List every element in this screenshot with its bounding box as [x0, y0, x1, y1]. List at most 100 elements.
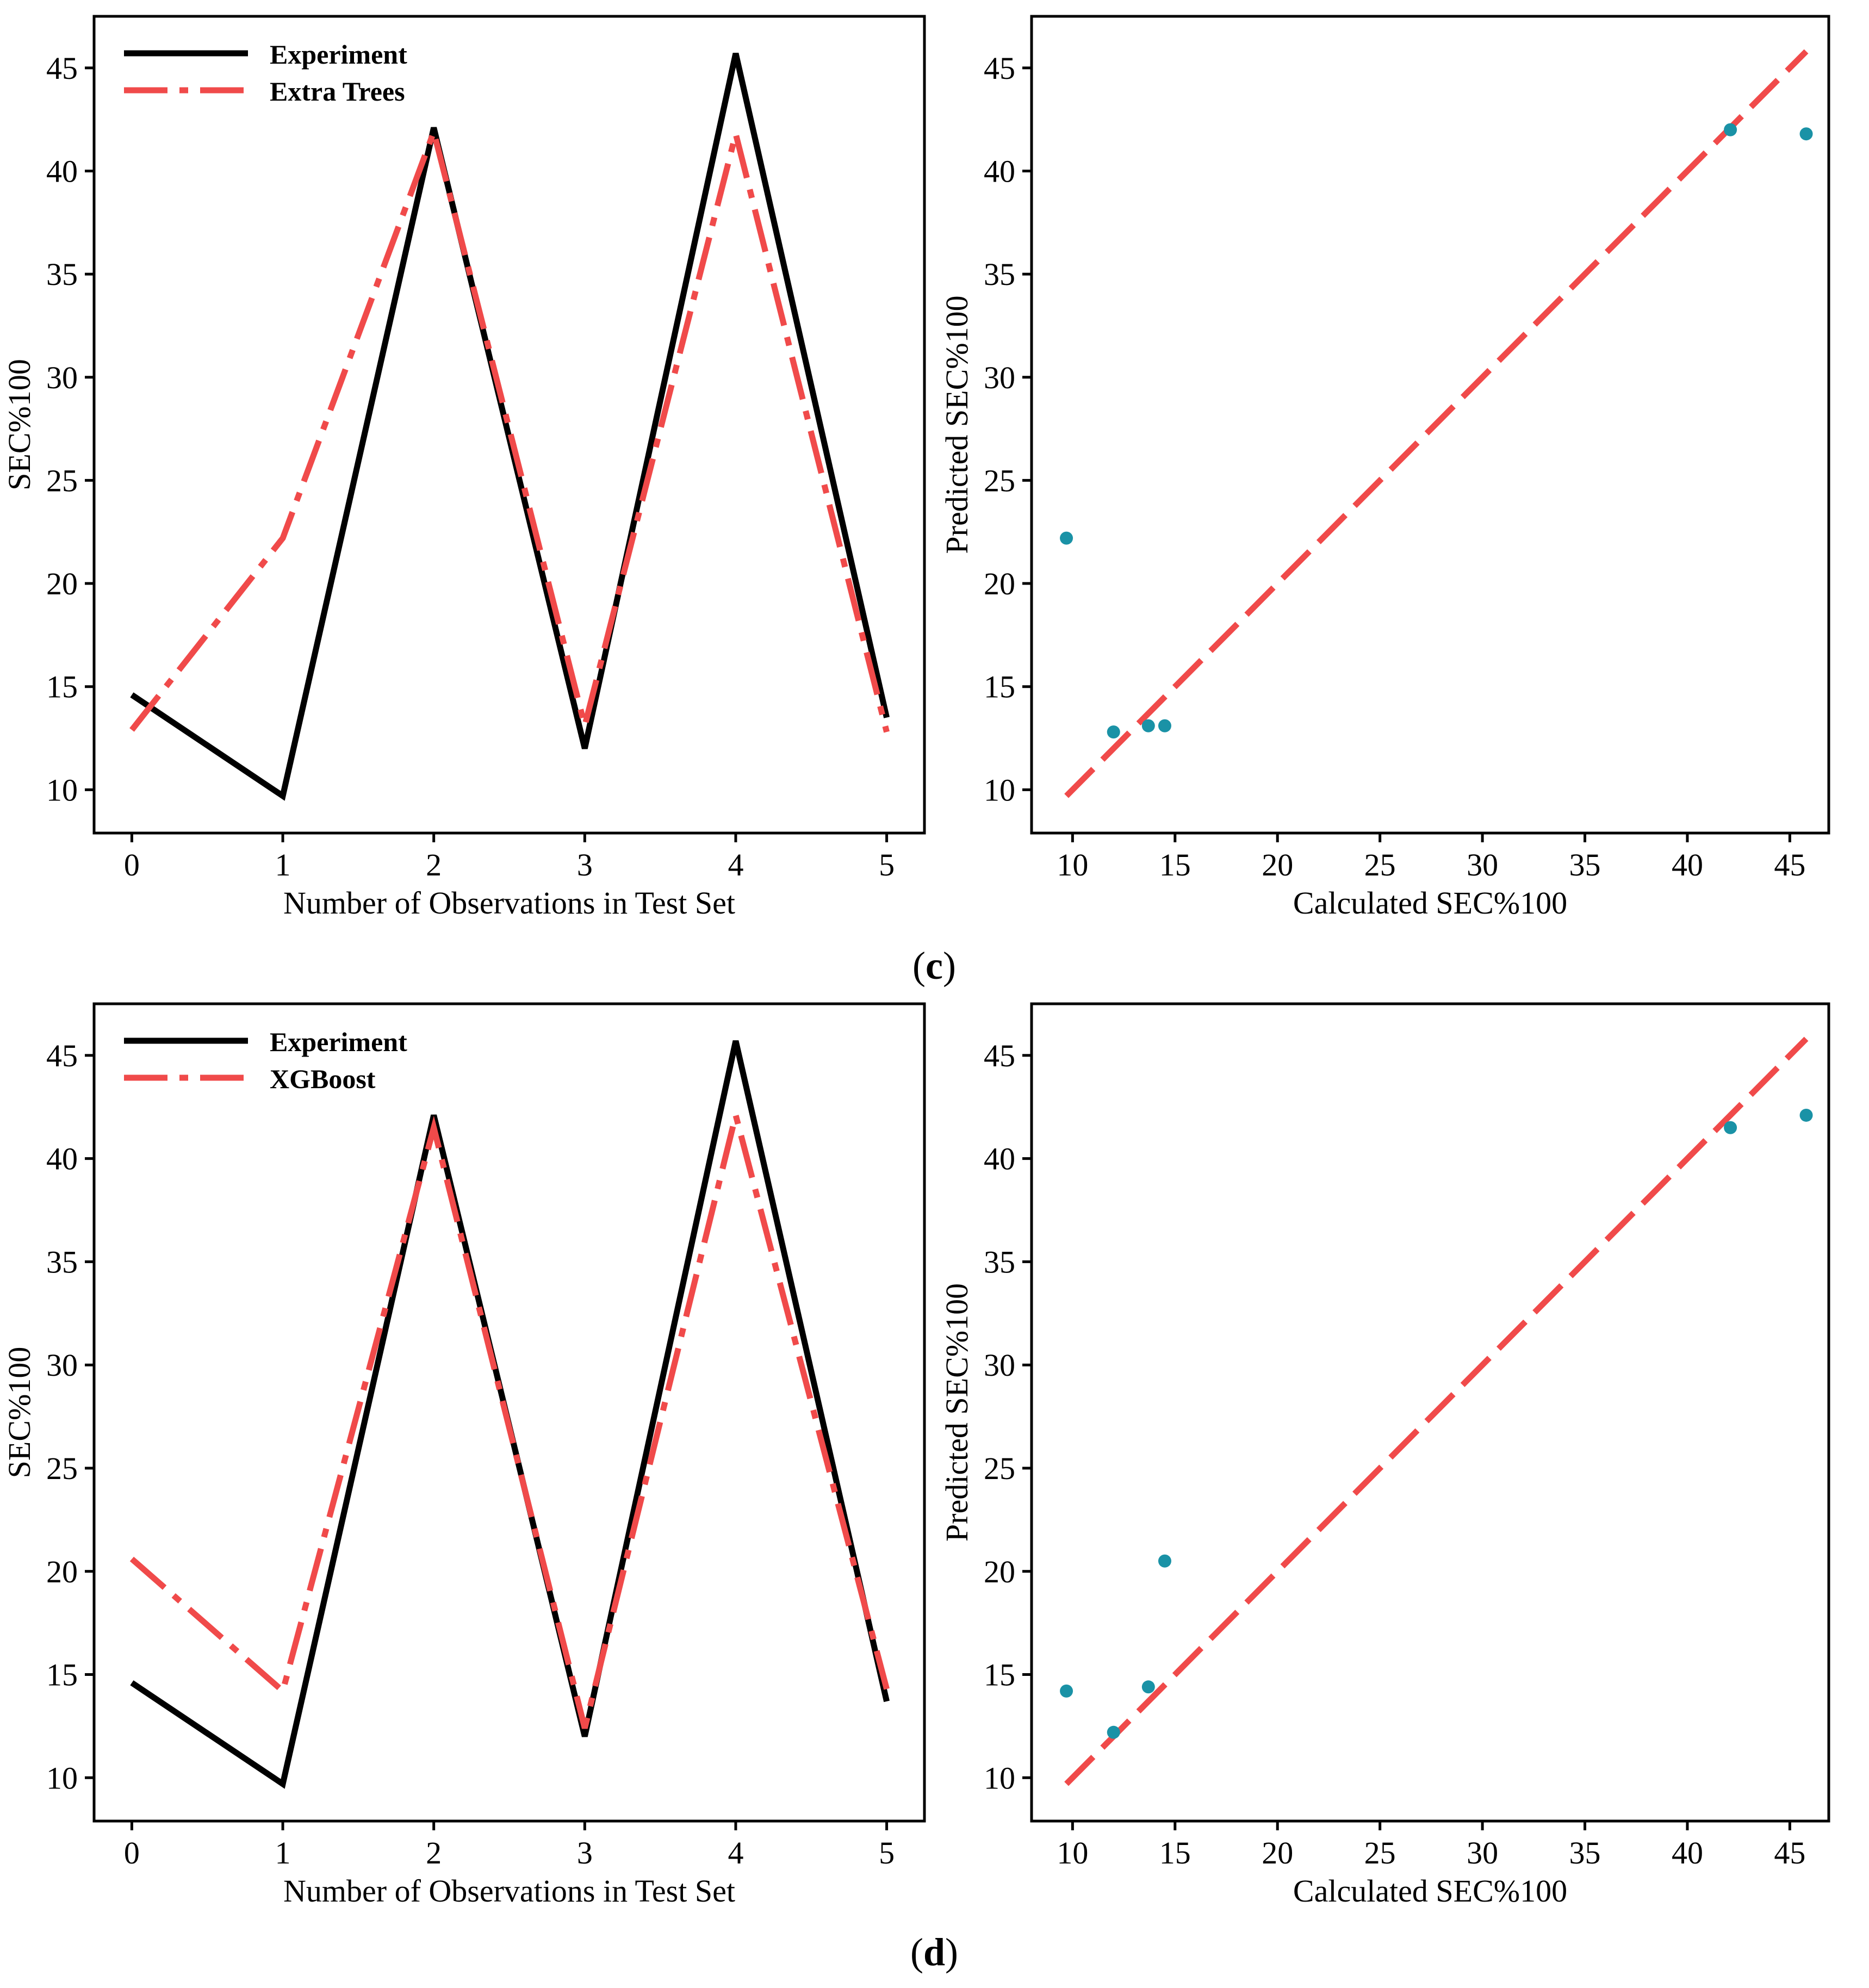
- x-tick-label: 5: [879, 1835, 895, 1871]
- series-line-xgboost: [129, 1114, 890, 1729]
- scatter-point: [1158, 719, 1171, 732]
- y-tick-label: 10: [984, 1760, 1015, 1796]
- series-line-extra-trees: [129, 121, 890, 733]
- scatter-point: [1060, 1684, 1073, 1698]
- x-tick-label: 2: [426, 847, 442, 883]
- legend-0: Experiment Extra Trees: [124, 39, 407, 107]
- x-tick-label: 0: [124, 847, 140, 883]
- x-tick-label: 35: [1569, 1835, 1601, 1871]
- x-tick-label: 40: [1672, 1835, 1703, 1871]
- x-tick-label: 35: [1569, 847, 1601, 883]
- axes-1: 10 15 20 25 30 35 40 45 10 15 20 25 30 35 40 45 Calculat…: [939, 15, 1830, 921]
- y-tick-label: 30: [984, 360, 1015, 395]
- y-tick-label: 10: [46, 772, 78, 807]
- x-tick-label: 40: [1672, 847, 1703, 883]
- y-tick-label: 25: [46, 1451, 78, 1486]
- y-tick-label: 40: [984, 1141, 1015, 1177]
- y-tick-label: 35: [46, 1244, 78, 1279]
- panel-label-open: (: [910, 1930, 923, 1974]
- x-tick-label: 3: [577, 1835, 593, 1871]
- panel-label: (c): [912, 944, 956, 987]
- x-tick-label: 10: [1057, 847, 1088, 883]
- x-tick-label: 30: [1467, 847, 1498, 883]
- series-line-experiment: [130, 53, 890, 801]
- y-tick-label: 25: [46, 463, 78, 498]
- x-tick-label: 10: [1057, 1835, 1088, 1871]
- legend-label: Experiment: [270, 39, 407, 70]
- x-tick-label: 3: [577, 847, 593, 883]
- y-tick-label: 35: [984, 257, 1015, 292]
- legend-label: Extra Trees: [270, 76, 405, 107]
- x-tick-label: 20: [1262, 847, 1293, 883]
- y-tick-label: 35: [46, 257, 78, 292]
- plot-frame: [92, 15, 926, 835]
- x-axis-label: Calculated SEC%100: [1293, 885, 1567, 921]
- y-tick-label: 30: [46, 360, 78, 395]
- scatter-point: [1107, 725, 1120, 739]
- identity-line: [1064, 49, 1809, 798]
- x-tick-label: 20: [1262, 1835, 1293, 1871]
- y-tick-label: 10: [46, 1760, 78, 1796]
- panel-label-close: ): [945, 1930, 958, 1974]
- x-tick-label: 4: [728, 1835, 743, 1871]
- axes-3: 10 15 20 25 30 35 40 45 10 15 20 25 30 35 40 45 Calculat…: [939, 1002, 1830, 1909]
- panel-label-close: ): [943, 944, 956, 987]
- legend-2: Experiment XGBoost: [124, 1027, 407, 1094]
- y-tick-label: 35: [984, 1244, 1015, 1279]
- scatter-point: [1158, 1554, 1171, 1568]
- y-tick-label: 30: [984, 1347, 1015, 1383]
- scatter-point: [1107, 1725, 1120, 1739]
- x-tick-label: 15: [1159, 1835, 1191, 1871]
- x-tick-label: 2: [426, 1835, 442, 1871]
- scatter-point: [1141, 719, 1155, 732]
- x-tick-label: 5: [879, 847, 895, 883]
- y-axis-label: Predicted SEC%100: [939, 1283, 974, 1542]
- y-tick-label: 25: [984, 463, 1015, 498]
- y-tick-label: 45: [46, 51, 78, 86]
- y-tick-label: 20: [46, 566, 78, 601]
- y-tick-label: 10: [984, 772, 1015, 807]
- x-tick-label: 30: [1467, 1835, 1498, 1871]
- x-axis-label: Calculated SEC%100: [1293, 1873, 1567, 1909]
- y-tick-label: 40: [46, 153, 78, 189]
- panel-label-letter: d: [923, 1930, 945, 1974]
- scatter-point: [1141, 1680, 1155, 1694]
- panel-label-open: (: [912, 944, 926, 987]
- plot-frame: [92, 1002, 926, 1823]
- y-tick-label: 20: [46, 1554, 78, 1589]
- x-tick-label: 4: [728, 847, 743, 883]
- y-tick-label: 40: [46, 1141, 78, 1177]
- y-tick-label: 15: [46, 1657, 78, 1693]
- series-line-experiment: [130, 1040, 890, 1789]
- x-tick-label: 0: [124, 1835, 140, 1871]
- x-axis-label: Number of Observations in Test Set: [283, 1873, 735, 1909]
- y-tick-label: 45: [984, 51, 1015, 86]
- legend-label: Experiment: [270, 1027, 407, 1057]
- scatter-point: [1724, 1121, 1737, 1134]
- y-tick-label: 40: [984, 153, 1015, 189]
- plot-frame: [1030, 1002, 1830, 1823]
- y-tick-label: 30: [46, 1347, 78, 1383]
- x-tick-label: 1: [275, 1835, 291, 1871]
- y-tick-label: 20: [984, 566, 1015, 601]
- y-tick-label: 45: [46, 1038, 78, 1073]
- scatter-point: [1724, 123, 1737, 136]
- legend-label: XGBoost: [270, 1064, 376, 1094]
- x-axis-label: Number of Observations in Test Set: [283, 885, 735, 921]
- x-tick-label: 25: [1364, 1835, 1396, 1871]
- scatter-point: [1799, 1108, 1813, 1122]
- plot-frame: [1030, 15, 1830, 835]
- y-tick-label: 15: [984, 669, 1015, 705]
- y-tick-label: 20: [984, 1554, 1015, 1589]
- y-tick-label: 25: [984, 1451, 1015, 1486]
- y-tick-label: 15: [984, 1657, 1015, 1693]
- y-tick-label: 15: [46, 669, 78, 705]
- x-tick-label: 45: [1774, 1835, 1805, 1871]
- scatter-group-3: [1060, 1036, 1813, 1786]
- x-tick-label: 25: [1364, 847, 1396, 883]
- x-tick-label: 45: [1774, 847, 1805, 883]
- scatter-group-1: [1060, 49, 1813, 798]
